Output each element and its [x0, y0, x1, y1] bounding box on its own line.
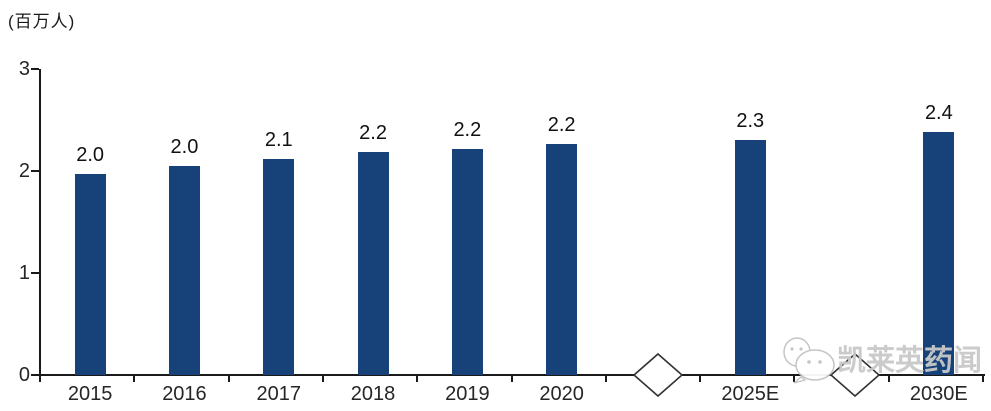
- x-axis-label-2020: 2020: [539, 383, 584, 405]
- bar-2016: [169, 166, 200, 375]
- bar-value-label-2025E: 2.3: [736, 110, 765, 132]
- x-axis-label-2018: 2018: [350, 383, 396, 405]
- bar-2019: [452, 149, 483, 375]
- bar-value-label-2030E: 2.4: [924, 102, 953, 124]
- bar-2020: [546, 144, 577, 375]
- x-axis-tick: [416, 376, 419, 382]
- x-axis-tick: [133, 376, 136, 382]
- axis-break-diamond: [829, 352, 881, 398]
- x-axis-tick: [982, 376, 984, 382]
- bar-2017: [263, 159, 294, 375]
- x-axis-label-2017: 2017: [256, 383, 302, 405]
- y-axis-tick-label: 0: [18, 364, 30, 386]
- x-axis-label-2019: 2019: [445, 383, 490, 405]
- bar-value-label-2018: 2.2: [359, 122, 387, 144]
- bar-value-label-2020: 2.2: [547, 114, 576, 136]
- x-axis-label-2016: 2016: [162, 383, 207, 405]
- y-axis-tick-label: 2: [18, 160, 30, 182]
- y-axis-tick-label: 3: [18, 58, 30, 80]
- axis-break-diamond: [632, 352, 684, 398]
- x-axis-tick: [793, 376, 796, 382]
- bar-2018: [358, 152, 389, 375]
- x-axis-label-2015: 2015: [67, 383, 113, 405]
- bar-2025E: [735, 140, 766, 375]
- x-axis: [39, 374, 985, 376]
- bar-2015: [75, 174, 106, 375]
- x-axis-tick: [604, 376, 607, 382]
- y-axis-tick-label: 1: [18, 262, 30, 284]
- wechat-icon: [783, 337, 835, 384]
- y-axis-tick: [31, 374, 39, 376]
- x-axis-tick: [39, 376, 41, 382]
- bar-value-label-2019: 2.2: [453, 119, 482, 141]
- x-axis-tick: [227, 376, 230, 382]
- y-axis-tick: [31, 170, 39, 172]
- x-axis-tick: [887, 376, 890, 382]
- x-axis-label-2030E: 2030E: [909, 383, 968, 405]
- y-axis-unit-label: (百万人): [8, 12, 76, 31]
- y-axis: [39, 69, 41, 377]
- bar-value-label-2017: 2.1: [264, 129, 293, 151]
- x-axis-tick: [321, 376, 324, 382]
- y-axis-tick: [31, 272, 39, 274]
- x-axis-label-2025E: 2025E: [721, 383, 780, 405]
- x-axis-tick: [510, 376, 513, 382]
- bar-2030E: [923, 132, 954, 375]
- bar-value-label-2015: 2.0: [76, 144, 105, 166]
- bar-value-label-2016: 2.0: [170, 136, 199, 158]
- x-axis-tick: [699, 376, 702, 382]
- y-axis-tick: [31, 68, 39, 70]
